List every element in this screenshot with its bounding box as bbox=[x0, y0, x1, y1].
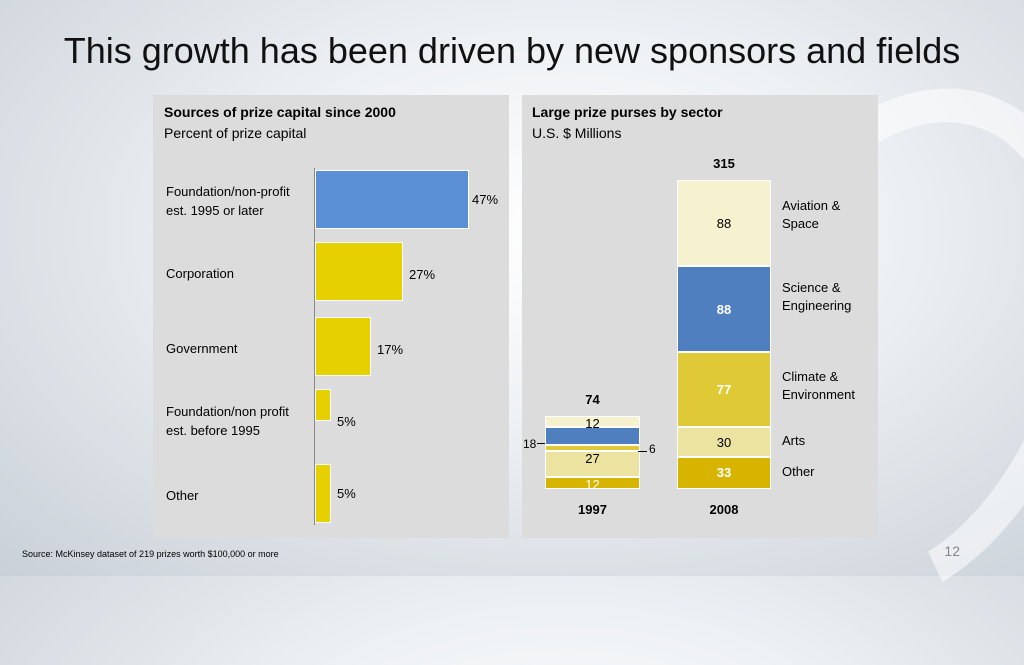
stack-segment-1997-4 bbox=[545, 427, 640, 445]
x-axis-label-2008: 2008 bbox=[709, 502, 739, 517]
source-note: Source: McKinsey dataset of 219 prizes w… bbox=[22, 549, 279, 559]
legend-label-line: Space bbox=[782, 216, 819, 231]
category-label-2: Corporation bbox=[166, 264, 311, 283]
category-label-5: Other bbox=[166, 486, 311, 505]
callout-line-climate-1997 bbox=[638, 451, 647, 452]
category-label-line: Other bbox=[166, 488, 199, 503]
stack-segment-2008-4: 88 bbox=[677, 266, 771, 353]
category-label-line: Foundation/non-profit bbox=[166, 184, 290, 199]
category-label-line: est. 1995 or later bbox=[166, 203, 264, 218]
callout-line-science-1997 bbox=[537, 443, 545, 444]
bar-3 bbox=[315, 317, 371, 376]
stack-segment-1997-1: 12 bbox=[545, 477, 640, 492]
x-axis-label-1997: 1997 bbox=[578, 502, 607, 517]
callout-label-climate-1997: 6 bbox=[649, 442, 656, 456]
bar-2 bbox=[315, 242, 403, 301]
category-label-line: est. before 1995 bbox=[166, 423, 260, 438]
legend-label-line: Aviation & bbox=[782, 198, 841, 213]
stack-segment-2008-3: 77 bbox=[677, 352, 771, 428]
bar-value-label-5: 5% bbox=[337, 486, 356, 501]
category-label-line: Government bbox=[166, 341, 238, 356]
bar-value-label-1: 47% bbox=[472, 192, 499, 207]
stack-segment-1997-3 bbox=[545, 445, 640, 451]
category-label-4: Foundation/non profit est. before 1995 bbox=[166, 402, 311, 440]
stack-segment-1997-2: 27 bbox=[545, 450, 640, 478]
bar-value-label-2: 27% bbox=[409, 267, 436, 282]
legend-label-line: Other bbox=[782, 464, 815, 479]
bar-value-label-4: 5% bbox=[337, 414, 356, 429]
legend-label-line: Science & bbox=[782, 280, 841, 295]
legend-label-line: Environment bbox=[782, 387, 855, 402]
legend-label-5: Aviation & Space bbox=[782, 197, 840, 233]
legend-label-3: Climate & Environment bbox=[782, 368, 855, 404]
callout-label-science-1997: 18 bbox=[523, 437, 537, 451]
right-chart-title: Large prize purses by sector bbox=[532, 104, 723, 120]
category-label-line: Foundation/non profit bbox=[166, 404, 289, 419]
legend-label-4: Science & Engineering bbox=[782, 279, 851, 315]
right-chart-subtitle: U.S. $ Millions bbox=[532, 125, 622, 141]
category-label-line: Corporation bbox=[166, 266, 234, 281]
left-chart-panel bbox=[153, 95, 509, 538]
left-chart-axis bbox=[314, 168, 315, 525]
slide-title: This growth has been driven by new spons… bbox=[63, 30, 961, 71]
legend-label-1: Other bbox=[782, 463, 815, 481]
stack-segment-2008-5: 88 bbox=[677, 180, 771, 267]
legend-label-line: Climate & bbox=[782, 369, 839, 384]
left-chart-title: Sources of prize capital since 2000 bbox=[164, 104, 396, 120]
stack-segment-1997-5: 12 bbox=[545, 415, 640, 430]
category-label-1: Foundation/non-profit est. 1995 or later bbox=[166, 182, 311, 220]
stack-total-2008: 315 bbox=[713, 156, 735, 172]
left-chart-subtitle: Percent of prize capital bbox=[164, 125, 307, 141]
category-label-3: Government bbox=[166, 339, 311, 358]
bar-1 bbox=[315, 170, 469, 229]
legend-label-line: Engineering bbox=[782, 298, 852, 313]
bar-5 bbox=[315, 464, 331, 523]
bar-4 bbox=[315, 389, 331, 421]
legend-label-line: Arts bbox=[782, 433, 806, 448]
stack-segment-2008-2: 30 bbox=[677, 427, 771, 457]
stack-segment-2008-1: 33 bbox=[677, 456, 771, 489]
stack-total-1997: 74 bbox=[585, 391, 600, 407]
bar-value-label-3: 17% bbox=[377, 342, 404, 357]
legend-label-2: Arts bbox=[782, 432, 805, 450]
page-number: 12 bbox=[944, 543, 960, 559]
